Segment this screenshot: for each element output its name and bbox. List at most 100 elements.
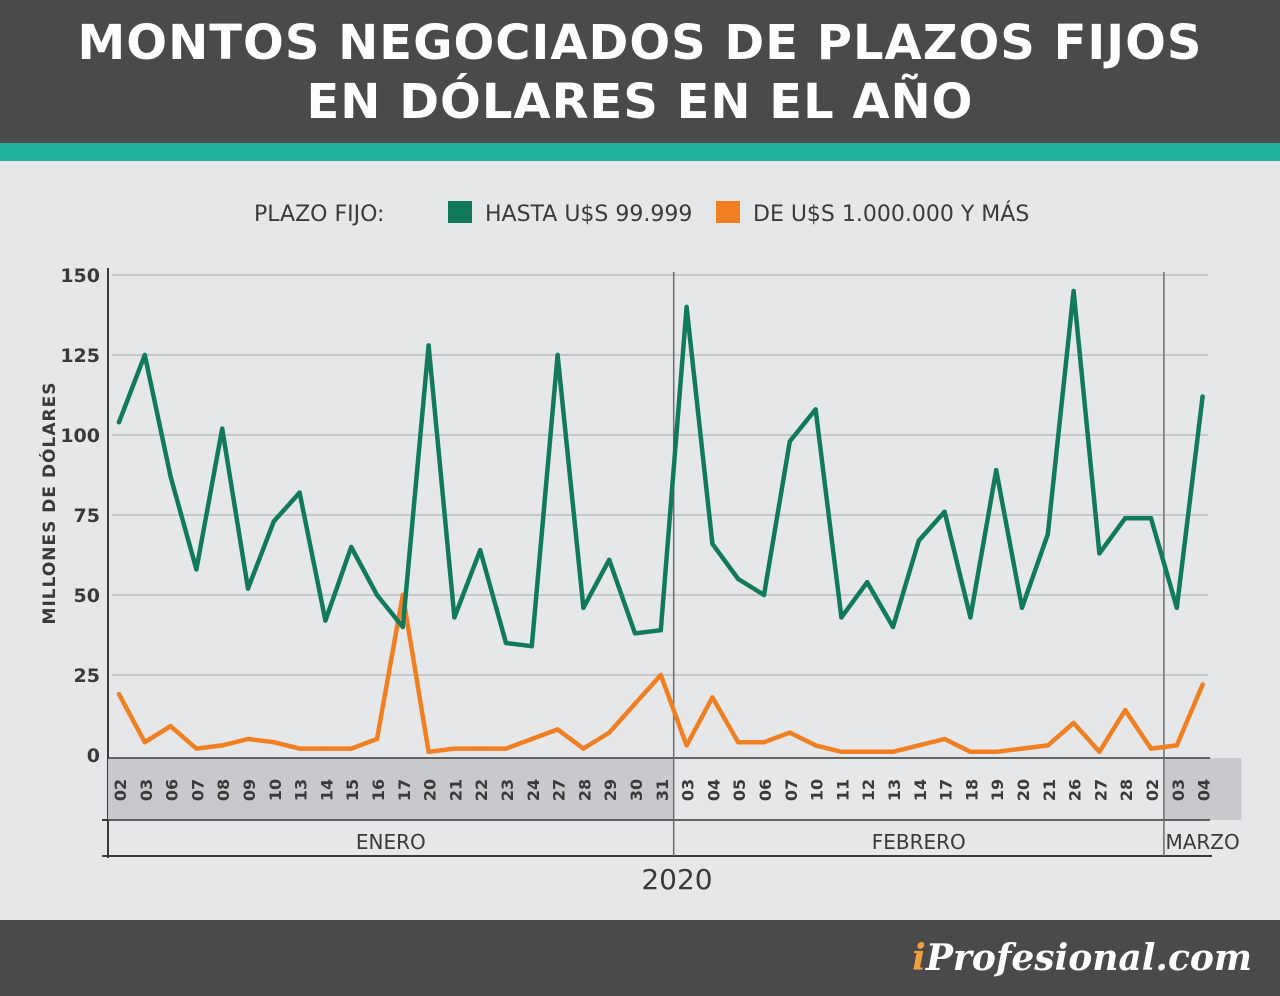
data-point <box>374 592 380 598</box>
chart-title-line-2: EN DÓLARES EN EL AÑO <box>306 74 974 130</box>
data-point <box>761 740 767 745</box>
month-label: ENERO <box>356 830 426 854</box>
x-tick-label: 07 <box>188 779 207 801</box>
data-point <box>271 519 276 524</box>
data-point <box>581 746 586 751</box>
data-point <box>581 605 586 610</box>
x-tick-label: 21 <box>446 779 465 801</box>
data-point <box>1045 532 1051 537</box>
data-point <box>452 615 457 620</box>
x-tick-label: 13 <box>292 779 311 801</box>
data-point <box>1097 551 1102 556</box>
data-point <box>1071 720 1076 726</box>
data-point <box>426 343 431 348</box>
data-point <box>865 749 870 754</box>
data-point <box>1174 605 1180 610</box>
x-tick-label: 06 <box>163 779 182 801</box>
data-point <box>813 407 818 412</box>
legend-swatch <box>448 201 472 223</box>
data-point <box>323 618 328 623</box>
data-point <box>194 567 199 572</box>
data-point <box>890 624 896 630</box>
x-tick-label: 18 <box>962 779 981 801</box>
x-tick-label: 19 <box>988 779 1007 801</box>
data-point <box>1097 749 1102 754</box>
x-tick-label: 09 <box>240 779 259 801</box>
data-point <box>994 749 999 754</box>
legend-title: PLAZO FIJO: <box>254 202 384 227</box>
data-point <box>503 640 509 646</box>
data-point <box>710 695 715 700</box>
data-point <box>529 644 534 649</box>
x-tick-label: 23 <box>498 779 517 801</box>
data-point <box>632 631 638 636</box>
data-point <box>787 439 792 444</box>
data-point <box>245 586 251 591</box>
x-tick-label: 17 <box>937 779 956 801</box>
data-point <box>607 557 612 562</box>
data-point <box>297 746 302 751</box>
data-point <box>839 615 844 620</box>
data-point <box>865 580 870 585</box>
data-point <box>813 743 818 748</box>
x-tick-label: 12 <box>859 779 878 801</box>
brand-logo: iProfesional.com <box>912 937 1252 979</box>
legend-swatch <box>716 201 740 223</box>
data-point <box>555 352 560 358</box>
data-point <box>116 420 122 425</box>
x-tick-label: 14 <box>911 779 930 801</box>
x-tick-label: 16 <box>369 779 388 801</box>
data-point <box>1123 516 1128 521</box>
x-tick-label: 27 <box>1091 779 1110 801</box>
data-point <box>1200 682 1205 687</box>
data-point <box>942 509 947 514</box>
data-point <box>684 743 689 748</box>
data-point <box>839 749 844 754</box>
x-tick-label: 05 <box>730 779 749 801</box>
x-tick-label: 15 <box>343 779 362 801</box>
data-point <box>1019 746 1025 751</box>
data-point <box>323 746 328 751</box>
x-tick-label: 21 <box>1040 779 1059 801</box>
data-point <box>142 740 147 745</box>
x-tick-label: 20 <box>421 779 440 801</box>
data-point <box>142 352 147 358</box>
data-point <box>1071 288 1076 294</box>
y-tick-label: 150 <box>60 265 100 287</box>
y-tick-label: 125 <box>60 345 100 367</box>
tick-band <box>108 758 674 820</box>
legend-label: DE U$S 1.000.000 Y MÁS <box>753 201 1029 227</box>
data-point <box>658 672 663 678</box>
footer-bar <box>0 920 1280 996</box>
data-point <box>478 746 483 751</box>
x-tick-label: 20 <box>1014 779 1033 801</box>
data-point <box>710 541 715 546</box>
data-point <box>529 736 534 742</box>
x-tick-label: 10 <box>808 779 827 801</box>
x-tick-label: 30 <box>627 779 646 801</box>
month-label: FEBRERO <box>872 830 966 854</box>
x-tick-label: 04 <box>1195 779 1214 801</box>
x-tick-label: 08 <box>214 779 233 801</box>
data-point <box>271 740 276 745</box>
data-point <box>168 724 173 729</box>
data-point <box>968 615 973 620</box>
data-point <box>890 749 896 754</box>
data-point <box>1148 746 1154 751</box>
series-line-small-deposits <box>116 288 1205 649</box>
x-tick-label: 02 <box>111 779 130 801</box>
y-tick-label: 25 <box>74 665 100 687</box>
accent-stripe <box>0 143 1280 161</box>
x-tick-label: 14 <box>317 779 336 801</box>
data-point <box>400 624 405 630</box>
line-chart: PLAZO FIJO: HASTA U$S 99.999 DE U$S 1.000.… <box>38 201 1242 896</box>
x-tick-label: 03 <box>679 779 698 801</box>
data-point <box>116 692 122 697</box>
data-point <box>168 474 173 479</box>
x-tick-label: 17 <box>395 779 414 801</box>
legend-label: HASTA U$S 99.999 <box>485 202 692 227</box>
data-point <box>684 304 689 310</box>
data-point <box>761 592 767 598</box>
data-point <box>1045 743 1051 748</box>
data-point <box>220 426 225 431</box>
